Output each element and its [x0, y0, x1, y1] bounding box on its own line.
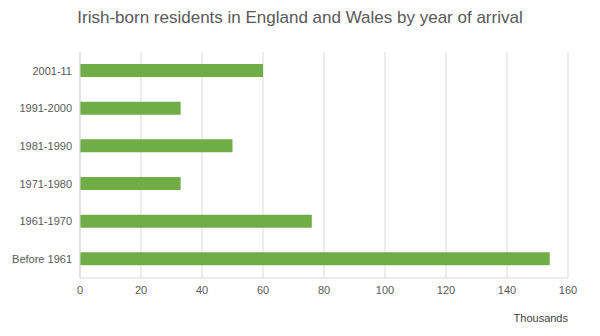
svg-text:140: 140 [498, 284, 516, 296]
html-text:Irish-born residents in Englan: Irish-born residents in England and Wale… [77, 8, 523, 27]
svg-text:Thousands: Thousands [514, 312, 569, 324]
svg-text:1981-1990: 1981-1990 [19, 140, 72, 152]
svg-text:80: 80 [318, 284, 330, 296]
svg-text:2001-11: 2001-11 [32, 65, 72, 77]
svg-text:Before 1961: Before 1961 [12, 253, 72, 265]
svg-text:1971-1980: 1971-1980 [19, 178, 72, 190]
svg-text:120: 120 [437, 284, 455, 296]
svg-text:160: 160 [559, 284, 577, 296]
svg-text:20: 20 [135, 284, 147, 296]
svg-text:0: 0 [77, 284, 83, 296]
svg-text:60: 60 [257, 284, 269, 296]
svg-text:100: 100 [376, 284, 394, 296]
svg-text:40: 40 [196, 284, 208, 296]
svg-text:1991-2000: 1991-2000 [19, 102, 72, 114]
svg-text:1961-1970: 1961-1970 [19, 215, 72, 227]
